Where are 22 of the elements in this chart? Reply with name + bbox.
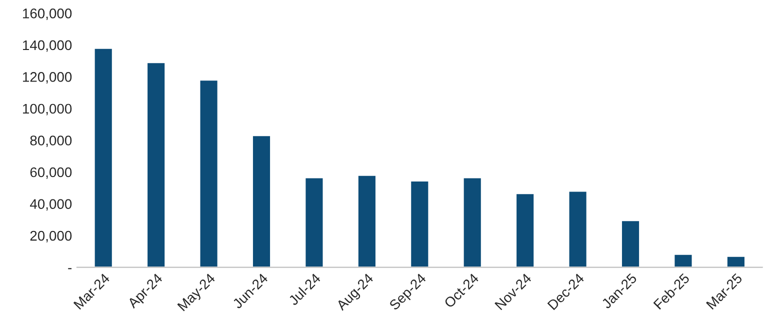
bar bbox=[726, 255, 746, 268]
bar bbox=[515, 192, 535, 268]
y-tick-label: 100,000 bbox=[23, 104, 72, 116]
bar bbox=[462, 176, 482, 268]
y-tick-label: 80,000 bbox=[30, 136, 72, 148]
bar bbox=[93, 47, 114, 268]
bar bbox=[620, 220, 640, 268]
y-tick-label: 40,000 bbox=[30, 199, 72, 211]
y-tick-label: 60,000 bbox=[30, 167, 72, 179]
y-tick-label: 140,000 bbox=[23, 40, 72, 52]
bar bbox=[252, 134, 272, 268]
bar bbox=[146, 62, 166, 268]
bar bbox=[568, 190, 588, 268]
bar bbox=[304, 176, 324, 268]
y-tick-label: 120,000 bbox=[23, 72, 72, 84]
y-tick-label: 160,000 bbox=[23, 8, 72, 20]
y-tick-label: - bbox=[68, 268, 72, 270]
bar bbox=[198, 79, 219, 268]
bar bbox=[357, 174, 377, 268]
y-tick-label: 20,000 bbox=[30, 230, 72, 242]
bar bbox=[673, 253, 694, 268]
bar bbox=[410, 180, 430, 268]
